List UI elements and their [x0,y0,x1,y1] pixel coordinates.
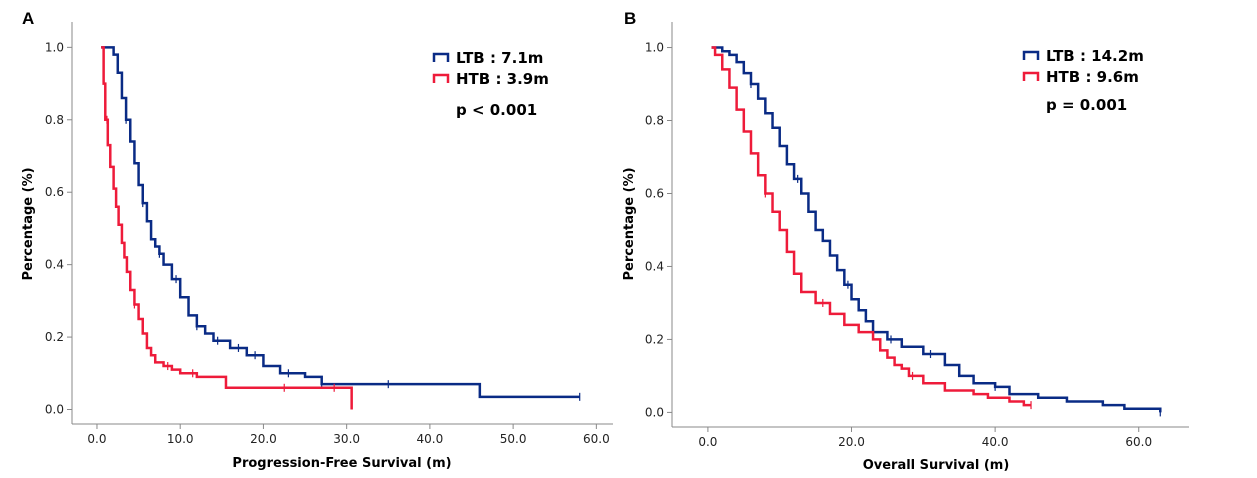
panel-a-y-tick-label: 0.6 [45,185,64,199]
panel-a-letter: A [22,9,34,28]
panel-a-legend-label-ltb: LTB : 7.1m [456,49,543,67]
panel-a-x-tick-label: 10.0 [167,432,194,446]
panel-b-y-tick-label: 0.8 [645,114,664,128]
panel-a-x-tick-label: 0.0 [87,432,106,446]
panel-b-y-tick-label: 0.2 [645,332,664,346]
panel-b-series-htb-curve [711,46,1032,407]
panel-a-x-axis-title: Progression-Free Survival (m) [232,456,451,471]
panel-a-x-tick-label: 60.0 [583,432,610,446]
panel-a-y-axis-title: Percentage (%) [21,167,36,280]
panel-a-x-tick-label: 20.0 [250,432,277,446]
panel-a-y-tick-label: 0.4 [45,258,64,272]
panel-a-x-tick-label: 40.0 [417,432,444,446]
panel-b-x-tick-label: 40.0 [982,435,1009,449]
panel-b-series-ltb-curve [711,46,1162,413]
panel-b-x-tick-label: 20.0 [838,435,865,449]
panel-b-y-tick-label: 0.6 [645,186,664,200]
panel-a-y-tick-label: 1.0 [45,40,64,54]
panel-b-x-axis-title: Overall Survival (m) [863,458,1010,473]
panel-b-legend-swatch-htb [1022,71,1040,81]
panel-b-y-axis-title: Percentage (%) [622,167,637,280]
panel-a-legend-swatch-ltb [432,52,450,62]
panel-b-letter: B [624,9,636,28]
panel-a-series-ltb-curve [101,46,580,399]
panel-b-legend-label-ltb: LTB : 14.2m [1046,47,1144,65]
panel-a-y-tick-label: 0.2 [45,330,64,344]
panel-a-legend-swatch-htb [432,73,450,83]
panel-b-x-tick-label: 60.0 [1125,435,1152,449]
panel-a-series-htb-curve [101,46,353,410]
panel-b-legend-swatch-ltb [1022,50,1040,60]
panel-a-legend: LTB : 7.1m HTB : 3.9m [432,49,549,88]
panel-b-y-tick-label: 0.4 [645,259,664,273]
panel-b-legend-label-htb: HTB : 9.6m [1046,68,1139,86]
panel-a-y-tick-label: 0.8 [45,113,64,127]
panel-b-legend: LTB : 14.2m HTB : 9.6m [1022,47,1144,86]
panel-a-x-tick-label: 30.0 [333,432,360,446]
panel-b-y-tick-label: 1.0 [645,41,664,55]
panel-a-y-tick-label: 0.0 [45,403,64,417]
panel-a-x-tick-label: 50.0 [500,432,527,446]
panel-b-p-value: p = 0.001 [1046,96,1127,114]
panel-b-km-plot: B 0.0 20.0 40.0 60.0 0.0 0.2 0.4 0.6 0.8 1.0 Perc… [622,9,1189,473]
panel-a-legend-label-htb: HTB : 3.9m [456,70,549,88]
panel-a-km-plot: A 0.0 10.0 20.0 30.0 40.0 50.0 60.0 0.0 0.2 0.4 0.… [21,9,613,471]
panel-a-p-value: p < 0.001 [456,101,537,119]
panel-b-x-tick-label: 0.0 [698,435,717,449]
panel-b-y-tick-label: 0.0 [645,405,664,419]
